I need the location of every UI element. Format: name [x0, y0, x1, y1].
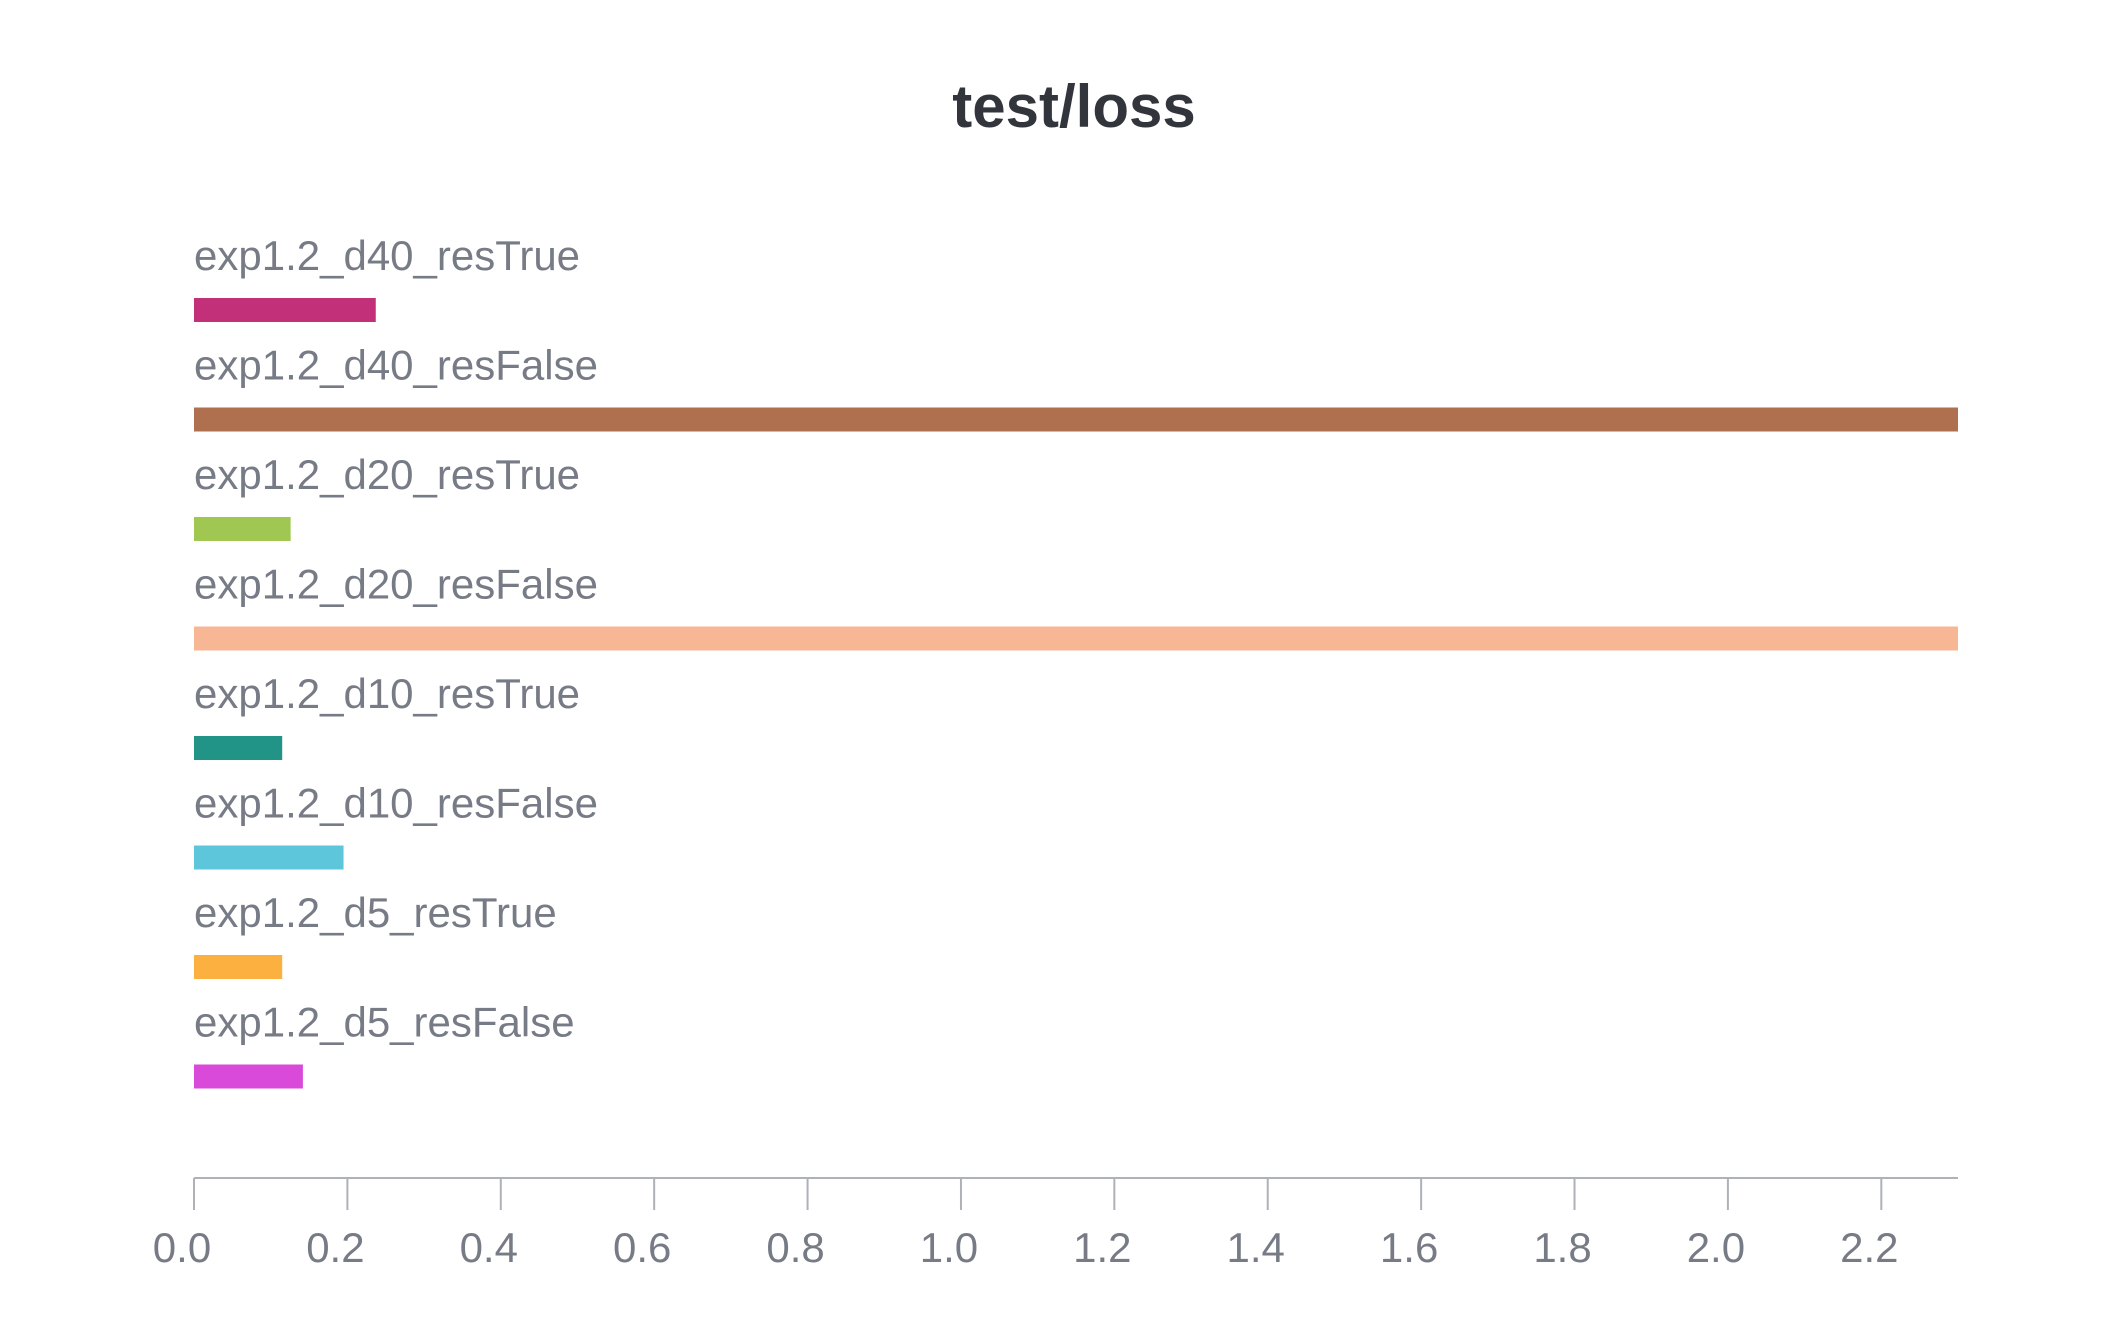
bar-label: exp1.2_d10_resFalse [194, 780, 598, 827]
bar-label: exp1.2_d10_resTrue [194, 670, 580, 717]
x-tick-label: 1.4 [1227, 1224, 1285, 1271]
x-tick-label: 1.8 [1533, 1224, 1591, 1271]
x-tick-label: 2.0 [1687, 1224, 1745, 1271]
bar-label: exp1.2_d20_resFalse [194, 561, 598, 608]
bar[interactable] [194, 626, 1958, 651]
chart-title: test/loss [952, 73, 1195, 140]
bar[interactable] [194, 1064, 303, 1089]
bar-label: exp1.2_d40_resFalse [194, 342, 598, 389]
bar-label: exp1.2_d5_resFalse [194, 999, 575, 1046]
bar-label: exp1.2_d40_resTrue [194, 232, 580, 279]
x-tick-label: 1.6 [1380, 1224, 1438, 1271]
bar[interactable] [194, 955, 283, 979]
bar[interactable] [194, 407, 1958, 432]
bar[interactable] [194, 298, 376, 322]
x-tick-label: 0.0 [153, 1224, 211, 1271]
bar[interactable] [194, 517, 291, 541]
x-tick-label: 0.2 [306, 1224, 364, 1271]
x-tick-label: 2.2 [1840, 1224, 1898, 1271]
x-axis: 0.0 0.2 0.4 0.6 0.8 1.0 1.2 1.4 1.6 1.8 2.0 2.2 [153, 1177, 1958, 1271]
x-tick-label: 0.4 [460, 1224, 518, 1271]
x-tick-label: 0.8 [766, 1224, 824, 1271]
bar-label: exp1.2_d5_resTrue [194, 889, 557, 936]
bar[interactable] [194, 845, 344, 870]
bars-group: exp1.2_d40_resTrue exp1.2_d40_resFalseexp… [194, 232, 1958, 1089]
x-tick-label: 1.0 [920, 1224, 978, 1271]
bar[interactable] [194, 736, 283, 760]
bar-label: exp1.2_d20_resTrue [194, 451, 580, 498]
x-tick-label: 0.6 [613, 1224, 671, 1271]
x-tick-label: 1.2 [1073, 1224, 1131, 1271]
